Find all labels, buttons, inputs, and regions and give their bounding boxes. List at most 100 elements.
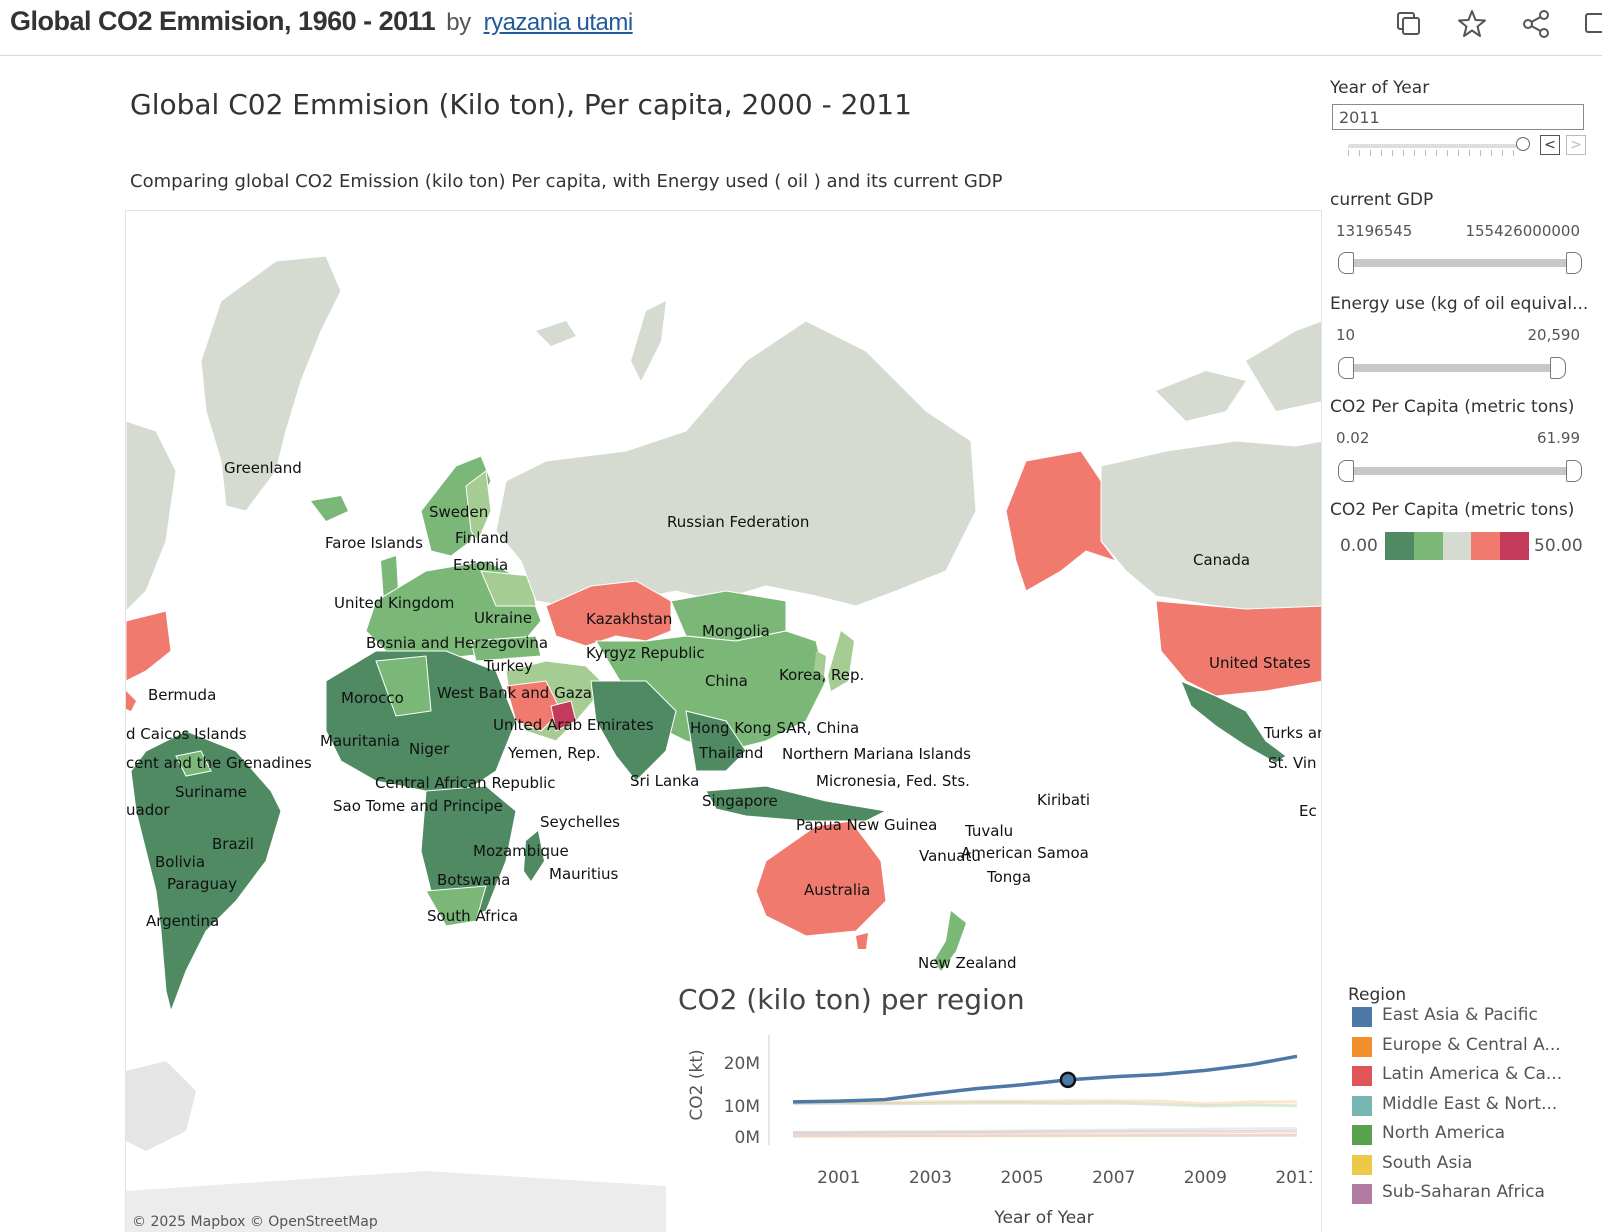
map-label: South Africa (427, 907, 519, 925)
map-canvas[interactable] (126, 211, 1322, 1232)
alaska-shape (1005, 450, 1118, 592)
dashboard-title: Global C02 Emmision (Kilo ton), Per capi… (130, 88, 912, 121)
ukraine-shape (480, 570, 537, 607)
series-line[interactable] (792, 1054, 1298, 1104)
africa-south-shape (420, 785, 517, 922)
color-legend-min: 0.00 (1340, 536, 1378, 556)
south-africa-shape (425, 885, 487, 927)
legend-swatch (1352, 1066, 1372, 1086)
region-line-chart[interactable]: CO2 (kilo ton) per region CO2 (kt) 20M 1… (672, 975, 1312, 1232)
gdp-range-min-handle[interactable] (1338, 252, 1354, 274)
chart-title: CO2 (kilo ton) per region (678, 983, 1025, 1016)
year-next-button[interactable]: > (1566, 135, 1586, 155)
map-label: West Bank and Gaza (437, 684, 592, 702)
co2-range-max-handle[interactable] (1566, 460, 1582, 482)
map-label: Brazil (212, 835, 254, 853)
map-label: New Zealand (918, 954, 1017, 972)
usa-shape (1155, 600, 1321, 697)
map-label: United Arab Emirates (493, 716, 654, 734)
legend-swatch (1352, 1154, 1372, 1175)
south-america-shape (130, 730, 282, 1013)
map-label: Turks ar (1264, 724, 1322, 742)
map-label: Papua New Guinea (796, 816, 938, 834)
series-line[interactable] (793, 1129, 1298, 1135)
author-link[interactable]: ryazania utami (483, 9, 634, 36)
energy-range-max-handle[interactable] (1550, 357, 1566, 379)
map-label: Estonia (453, 556, 509, 574)
co2-range-min-handle[interactable] (1338, 460, 1354, 482)
color-ramp-swatch (1413, 532, 1444, 560)
map-label: Kyrgyz Republic (586, 644, 705, 662)
suriname-shape (175, 750, 212, 777)
map-label: uador (126, 801, 170, 819)
energy-max-value: 20,590 (1527, 326, 1581, 344)
australia-shape (755, 820, 887, 937)
star-icon[interactable] (1456, 8, 1488, 40)
chart-canvas[interactable]: CO2 (kt) 20M 10M 0M 2001 2003 2005 2007 2009… (672, 975, 1312, 1232)
africa-north-shape (325, 650, 517, 792)
map-label: Central African Republic (375, 774, 556, 792)
map-label: Sweden (429, 503, 489, 521)
uae-shape (550, 700, 577, 732)
gdp-max-value: 155426000000 (1465, 222, 1580, 240)
gdp-filter-label: current GDP (1330, 190, 1434, 210)
map-label: Australia (804, 881, 871, 899)
uk-shape (381, 556, 398, 601)
map-label: Sao Tome and Principe (333, 797, 503, 815)
y-tick-label: 10M (724, 1097, 760, 1117)
highlight-point[interactable] (1059, 1071, 1077, 1089)
y-tick-label: 0M (735, 1128, 760, 1148)
year-input[interactable] (1332, 104, 1584, 130)
legend-swatch (1352, 1036, 1372, 1057)
map-label: Tonga (987, 868, 1032, 886)
saudi-shape (505, 680, 562, 732)
map-label: Tuvalu (965, 822, 1014, 840)
map-label: Thailand (699, 744, 764, 762)
iceland-shape (311, 496, 348, 521)
top-bar: Global CO2 Emmision, 1960 - 2011 by ryaz… (0, 0, 1602, 56)
map-label: United Kingdom (334, 594, 455, 612)
year-filter-label: Year of Year (1330, 78, 1430, 98)
year-prev-button[interactable]: < (1540, 135, 1560, 155)
map-label: Kiribati (1037, 791, 1091, 809)
gdp-range-max-handle[interactable] (1566, 252, 1582, 274)
series-line[interactable] (792, 1101, 1298, 1108)
finland-shape (465, 470, 492, 543)
legend-label: South Asia (1382, 1152, 1473, 1173)
co2-range-track[interactable] (1344, 467, 1572, 475)
series-line[interactable] (792, 1133, 1298, 1138)
series-group (792, 1054, 1298, 1138)
color-legend-max: 50.00 (1534, 536, 1583, 556)
copy-icon[interactable] (1392, 8, 1424, 40)
comment-icon[interactable] (1582, 8, 1602, 40)
energy-range-track[interactable] (1344, 364, 1556, 372)
novaya-shape (631, 301, 666, 381)
series-line[interactable] (792, 1133, 1298, 1138)
map-credit[interactable]: © 2025 Mapbox © OpenStreetMap (132, 1214, 378, 1230)
map-label: Argentina (146, 912, 220, 930)
map-label: Seychelles (540, 813, 620, 831)
viz-title: Global CO2 Emmision, 1960 - 2011 by ryaz… (10, 6, 633, 37)
share-icon[interactable] (1520, 8, 1552, 40)
series-line[interactable] (792, 1099, 1297, 1106)
x-tick-label: 2011 (1275, 1168, 1312, 1188)
energy-range-min-handle[interactable] (1338, 357, 1354, 379)
legend-label: East Asia & Pacific (1382, 1005, 1538, 1025)
color-ramp-swatch (1442, 532, 1472, 560)
series-line[interactable] (792, 1127, 1298, 1134)
x-tick-label: 2009 (1184, 1168, 1227, 1188)
map-label: Micronesia, Fed. Sts. (816, 772, 970, 790)
map-label: Korea, Rep. (779, 666, 865, 684)
x-tick-label: 2005 (1000, 1168, 1043, 1188)
japan-shape (828, 631, 854, 691)
gdp-range-track[interactable] (1344, 259, 1572, 267)
map-label: cent and the Grenadines (126, 754, 312, 772)
legend-title: Region (1348, 985, 1407, 1005)
year-slider-track[interactable] (1348, 144, 1523, 148)
korea-shape (814, 651, 826, 676)
energy-min-value: 10 (1336, 326, 1356, 344)
map-label: Bermuda (148, 686, 217, 704)
color-ramp-swatch (1471, 532, 1501, 560)
legend-label: Europe & Central A... (1382, 1034, 1561, 1055)
year-slider-handle[interactable] (1516, 137, 1530, 151)
